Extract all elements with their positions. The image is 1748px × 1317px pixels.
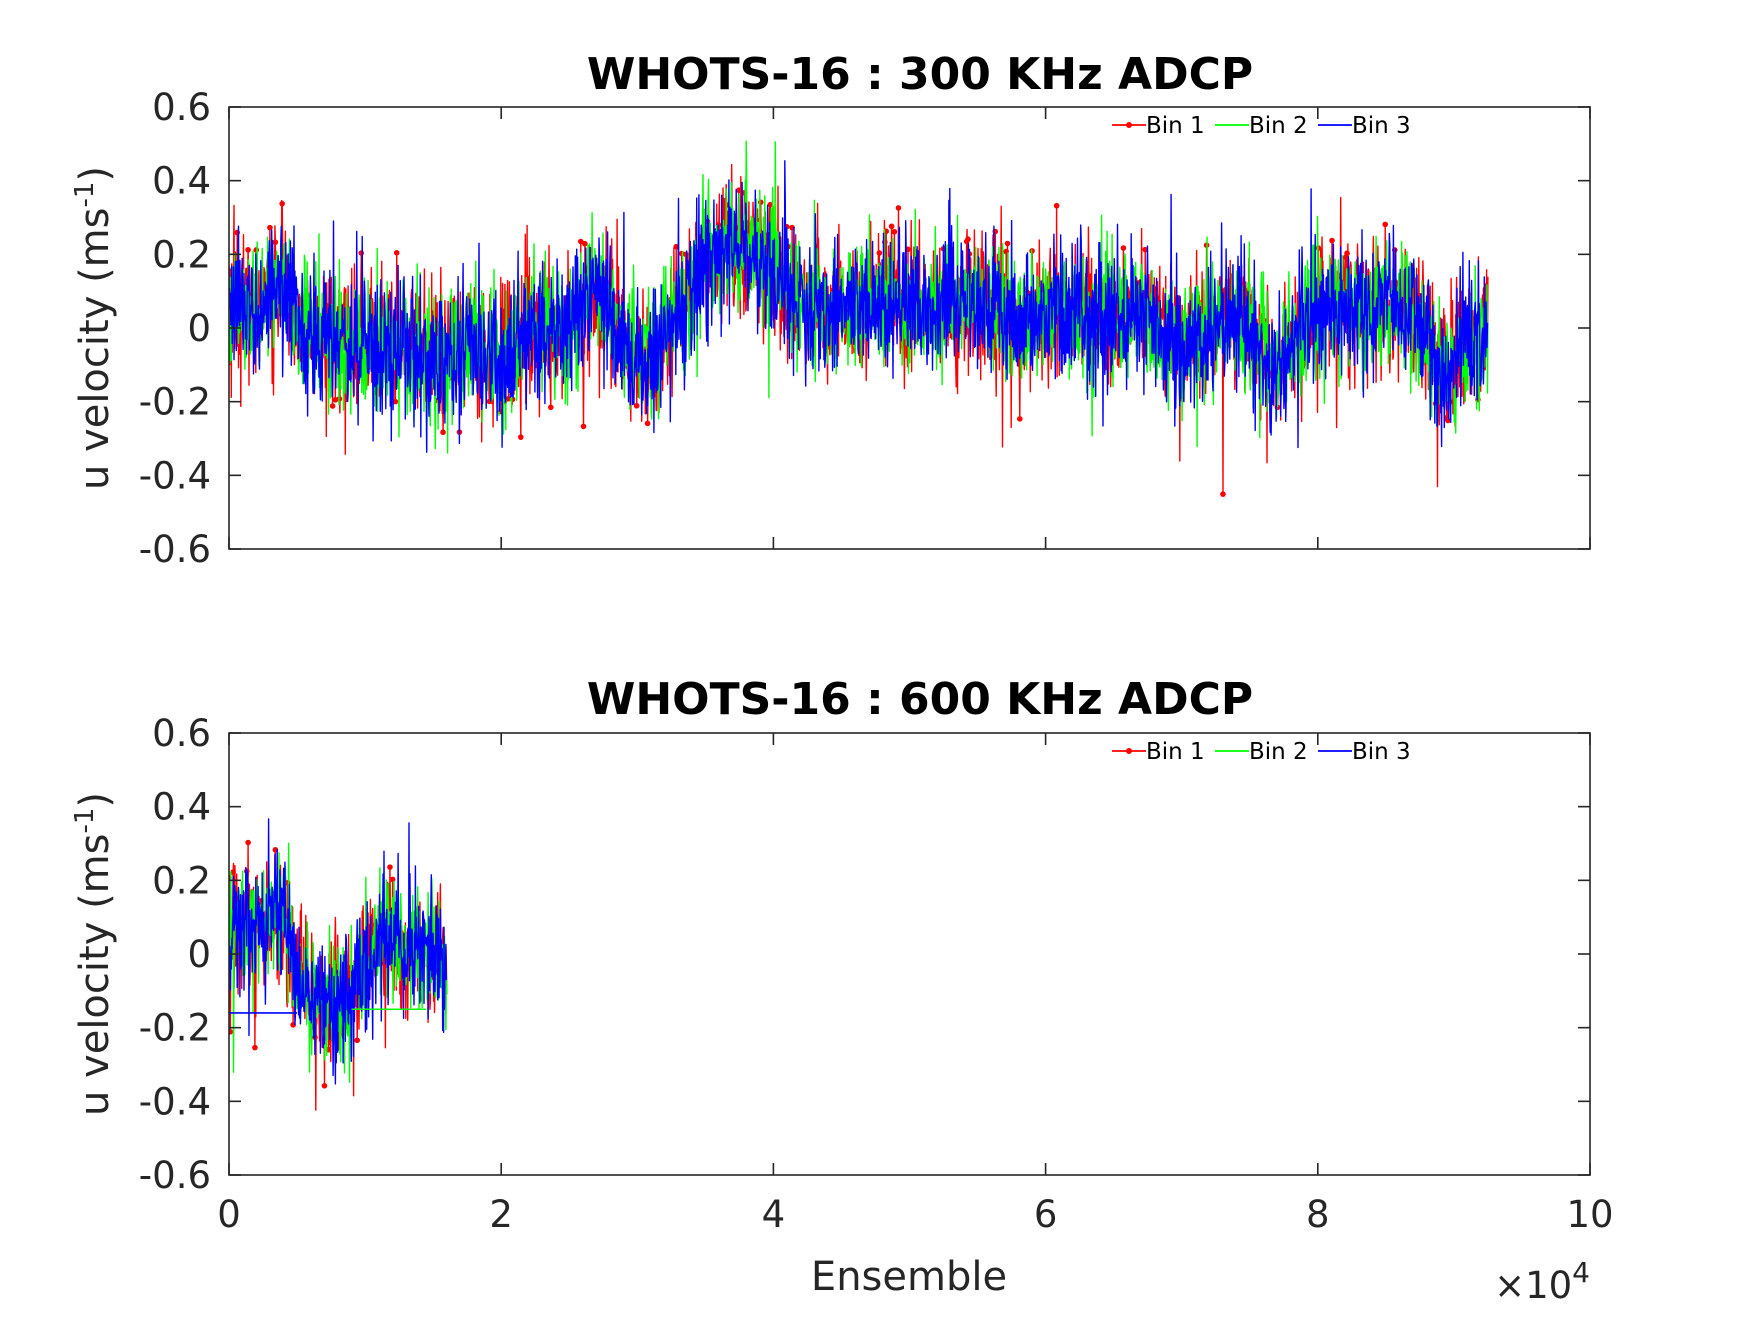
legend-entry-label: Bin 1 — [1146, 739, 1205, 765]
y-tick-label: 0.6 — [152, 712, 211, 755]
data-point — [387, 864, 393, 870]
data-point — [644, 420, 651, 427]
x-tick-label: 4 — [762, 1193, 786, 1236]
series-line-bin-3 — [229, 160, 1489, 453]
y-axis-label: u velocity (ms-1) — [70, 792, 118, 1116]
data-point — [321, 1083, 328, 1089]
legend-marker — [1126, 122, 1132, 128]
data-point — [392, 398, 399, 405]
data-point — [1220, 491, 1226, 497]
data-point — [891, 228, 898, 235]
data-point — [1382, 221, 1389, 228]
x-axis-ticks: 0 2 4 6 8 10 — [217, 733, 1614, 1236]
legend-marker — [1126, 748, 1132, 754]
data-point — [965, 236, 971, 242]
y-axis-ticks: 0.6 0.4 0.2 0 -0.2 -0.4 -0.6 — [139, 86, 1590, 571]
legend-entry-label: Bin 3 — [1352, 739, 1411, 765]
y-tick-label: 0.2 — [152, 233, 211, 276]
data-point — [245, 839, 251, 846]
data-point — [230, 869, 236, 875]
legend: Bin 1 Bin 2 Bin 3 — [1112, 113, 1411, 139]
chart-600khz: WHOTS-16 : 600 KHz ADCP 0.6 0.4 0.2 0 -0.2 -0… — [70, 674, 1614, 1307]
y-tick-label: -0.6 — [139, 1154, 211, 1197]
data-point — [329, 403, 336, 409]
data-point — [1004, 240, 1011, 247]
data-point — [1120, 245, 1127, 251]
y-tick-label: 0 — [187, 933, 211, 976]
data-point — [888, 223, 895, 230]
data-point — [245, 247, 251, 253]
y-tick-label: -0.6 — [139, 528, 211, 571]
data-point — [272, 239, 279, 245]
data-point — [757, 199, 764, 206]
y-tick-label: -0.4 — [139, 454, 211, 497]
chart-title: WHOTS-16 : 300 KHz ADCP — [587, 49, 1253, 100]
data-point — [547, 404, 554, 411]
data-point — [1053, 202, 1060, 209]
series-line-bin-3 — [229, 818, 448, 1085]
data-point — [354, 1037, 361, 1044]
plot-area — [229, 818, 448, 1111]
y-axis-label: u velocity (ms-1) — [70, 166, 118, 490]
x-axis-ticks — [228, 107, 1591, 549]
x-axis-multiplier: ×104 — [1494, 1256, 1590, 1308]
y-tick-label: 0.2 — [152, 859, 211, 902]
legend-entry-label: Bin 2 — [1249, 113, 1308, 139]
data-point — [582, 240, 588, 247]
y-tick-label: 0 — [187, 307, 211, 350]
data-point — [682, 251, 689, 258]
data-point — [580, 423, 587, 430]
data-point — [895, 205, 902, 211]
data-point — [393, 249, 400, 256]
y-tick-label: -0.4 — [139, 1080, 211, 1123]
data-point — [1017, 416, 1023, 422]
y-tick-label: 0.4 — [152, 160, 211, 203]
plot-area — [229, 140, 1489, 497]
data-point — [440, 429, 446, 436]
data-point — [736, 187, 742, 194]
y-axis-ticks: 0.6 0.4 0.2 0 -0.2 -0.4 -0.6 — [139, 712, 1590, 1197]
data-point — [1142, 246, 1149, 253]
data-point — [229, 1029, 234, 1035]
x-axis-label: Ensemble — [811, 1254, 1007, 1300]
data-point — [358, 250, 365, 256]
chart-300khz: WHOTS-16 : 300 KHz ADCP 0.6 0.4 0.2 0 -0.2 -0… — [70, 49, 1591, 571]
data-point — [1329, 237, 1335, 244]
data-point — [279, 200, 285, 207]
legend-entry-label: Bin 1 — [1146, 113, 1205, 139]
x-tick-label: 6 — [1034, 1193, 1058, 1236]
data-point — [633, 402, 640, 409]
data-point — [267, 224, 273, 231]
x-tick-label: 2 — [489, 1193, 513, 1236]
chart-title: WHOTS-16 : 600 KHz ADCP — [587, 674, 1253, 725]
x-tick-label: 10 — [1566, 1193, 1613, 1236]
data-point — [517, 434, 524, 440]
data-point — [876, 250, 883, 256]
y-tick-label: 0.6 — [152, 86, 211, 129]
y-tick-label: -0.2 — [139, 1007, 211, 1050]
data-point — [767, 201, 774, 208]
legend-entry-label: Bin 3 — [1352, 113, 1411, 139]
y-tick-label: -0.2 — [139, 381, 211, 424]
legend: Bin 1 Bin 2 Bin 3 — [1112, 739, 1411, 765]
data-point — [252, 1044, 258, 1051]
y-tick-label: 0.4 — [152, 786, 211, 829]
data-point — [721, 197, 727, 204]
x-tick-label: 8 — [1306, 1193, 1330, 1236]
x-tick-label: 0 — [217, 1193, 241, 1236]
data-point — [1344, 250, 1350, 257]
legend-entry-label: Bin 2 — [1249, 739, 1308, 765]
data-point — [1445, 417, 1451, 424]
